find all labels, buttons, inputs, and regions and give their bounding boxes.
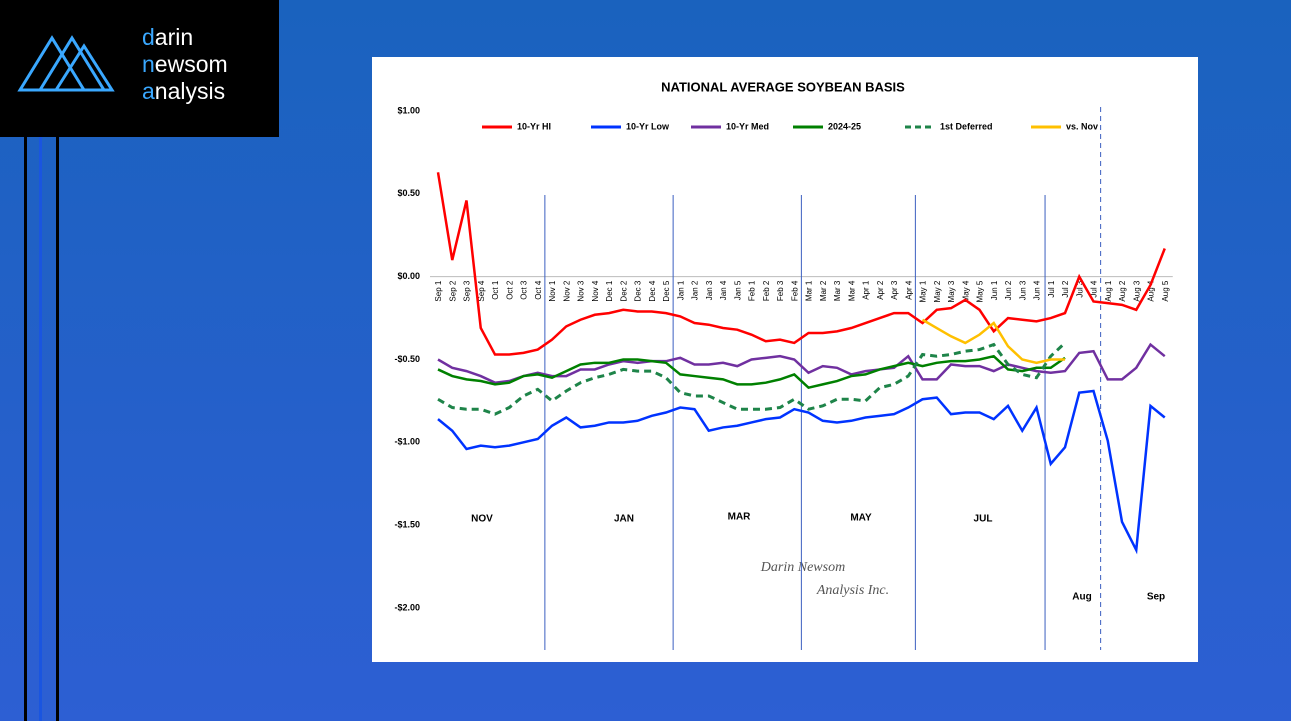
x-tick-label: Nov 4 (591, 280, 600, 301)
x-tick-label: Jan 2 (691, 280, 700, 300)
x-tick-label: Dec 1 (605, 280, 614, 301)
series-line (437, 341, 1067, 416)
x-tick-label: Feb 1 (748, 280, 757, 301)
x-tick-label: Dec 5 (662, 280, 671, 301)
x-tick-label: May 5 (976, 280, 985, 302)
x-tick-label: Feb 4 (790, 280, 799, 301)
legend-label: 10-Yr Med (726, 121, 769, 131)
period-label: JAN (614, 514, 634, 525)
x-tick-label: Mar 3 (833, 280, 842, 301)
period-label: Aug (1072, 592, 1091, 603)
legend-label: 2024-25 (828, 121, 861, 131)
x-tick-label: Jul 3 (1075, 280, 1084, 297)
period-label: NOV (471, 514, 493, 525)
legend-label: 1st Deferred (940, 121, 993, 131)
period-label: MAY (850, 513, 872, 524)
x-tick-label: Jul 4 (1090, 280, 1099, 297)
period-label: MAR (728, 512, 752, 523)
x-tick-label: Sep 4 (477, 280, 486, 301)
chart-title: NATIONAL AVERAGE SOYBEAN BASIS (661, 79, 905, 94)
x-tick-label: Nov 3 (577, 280, 586, 301)
series-line (921, 318, 1065, 365)
y-tick-label: -$0.50 (394, 354, 420, 364)
x-tick-label: Jun 1 (990, 280, 999, 300)
x-tick-label: May 4 (961, 280, 970, 302)
x-tick-label: May 1 (919, 280, 928, 302)
x-tick-label: Apr 1 (862, 280, 871, 300)
x-tick-label: Dec 3 (634, 280, 643, 301)
x-tick-label: Jun 4 (1033, 280, 1042, 300)
x-tick-label: Mar 1 (805, 280, 814, 301)
legend-label: 10-Yr Low (626, 121, 670, 131)
x-tick-label: Jan 5 (733, 280, 742, 300)
decor-line (56, 137, 59, 721)
x-tick-label: Jul 2 (1061, 280, 1070, 297)
x-tick-label: Aug 4 (1147, 280, 1156, 301)
y-tick-label: $0.50 (397, 188, 420, 198)
x-tick-label: Aug 5 (1161, 280, 1170, 301)
watermark: Analysis Inc. (816, 583, 889, 598)
legend-label: 10-Yr HI (517, 121, 551, 131)
y-tick-label: $1.00 (397, 105, 420, 115)
y-tick-label: $0.00 (397, 271, 420, 281)
x-tick-label: Mar 2 (819, 280, 828, 301)
x-tick-label: Aug 3 (1132, 280, 1141, 301)
x-tick-label: Feb 3 (776, 280, 785, 301)
period-label: JUL (974, 514, 993, 525)
period-label: Sep (1147, 592, 1165, 603)
x-tick-label: Jan 4 (719, 280, 728, 300)
series-line (437, 342, 1166, 384)
x-tick-label: Oct 3 (520, 280, 529, 300)
x-tick-label: Jan 1 (676, 280, 685, 300)
x-tick-label: Oct 1 (491, 280, 500, 300)
x-tick-label: Feb 2 (762, 280, 771, 301)
logo-word: analysis (142, 78, 226, 104)
x-tick-label: Apr 3 (890, 280, 899, 300)
x-tick-label: Jan 3 (705, 280, 714, 300)
logo-word: darin (142, 24, 194, 50)
logo-icon (17, 35, 115, 92)
x-tick-label: Jun 3 (1018, 280, 1027, 300)
chart: NATIONAL AVERAGE SOYBEAN BASIS Darin New… (372, 57, 1198, 662)
decor-line (39, 137, 42, 721)
decor-line (24, 137, 27, 721)
x-tick-label: Aug 2 (1118, 280, 1127, 301)
x-tick-label: Mar 4 (847, 280, 856, 301)
x-tick-label: Oct 4 (534, 280, 543, 300)
x-tick-label: May 3 (947, 280, 956, 302)
y-tick-label: -$1.00 (394, 437, 420, 447)
y-tick-label: -$1.50 (394, 520, 420, 530)
x-tick-label: Dec 4 (648, 280, 657, 301)
series-line (437, 389, 1166, 555)
logo: darin newsom analysis (0, 0, 279, 137)
watermark: Darin Newsom (760, 560, 845, 575)
x-tick-label: Nov 1 (548, 280, 557, 301)
x-tick-label: Aug 1 (1104, 280, 1113, 301)
x-tick-label: May 2 (933, 280, 942, 302)
x-tick-label: Sep 2 (448, 280, 457, 301)
logo-word: newsom (142, 51, 228, 77)
legend-label: vs. Nov (1066, 121, 1098, 131)
x-tick-label: Nov 2 (562, 280, 571, 301)
x-tick-label: Dec 2 (619, 280, 628, 301)
series-line (436, 172, 1166, 356)
x-tick-label: Apr 2 (876, 280, 885, 300)
y-tick-label: -$2.00 (394, 602, 420, 612)
x-tick-label: Oct 2 (505, 280, 514, 300)
series-line (437, 354, 1066, 390)
x-tick-label: Jul 1 (1047, 280, 1056, 297)
x-tick-label: Jun 2 (1004, 280, 1013, 300)
x-tick-label: Sep 3 (463, 280, 472, 301)
x-tick-label: Sep 1 (434, 280, 443, 301)
x-tick-label: Apr 4 (904, 280, 913, 300)
